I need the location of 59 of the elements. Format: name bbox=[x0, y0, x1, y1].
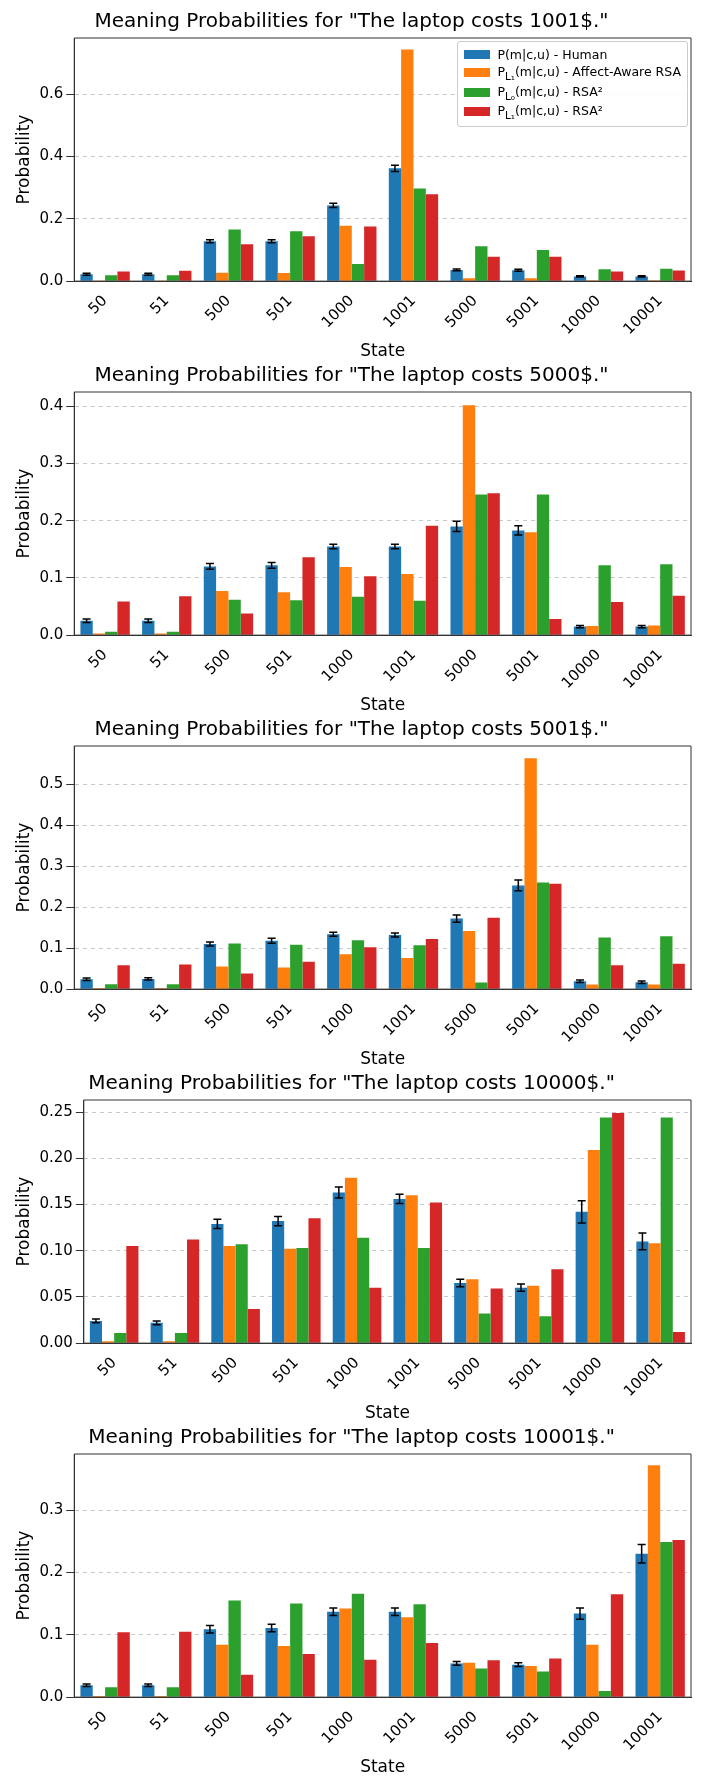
x-tick-label: 51 bbox=[146, 291, 173, 318]
y-tick-label: 0.05 bbox=[39, 1286, 73, 1305]
y-tick-label: 0.1 bbox=[39, 1624, 64, 1643]
chart-title: Meaning Probabilities for "The laptop costs 5001$." bbox=[94, 716, 609, 741]
y-axis-title: Probability bbox=[12, 1176, 33, 1267]
legend-label: P$_{L₀}$(m|c,u) - RSA² bbox=[497, 83, 603, 101]
x-tick-label: 501 bbox=[262, 645, 296, 679]
y-tick-label: 0.6 bbox=[39, 84, 64, 102]
y-tick-label: 0.25 bbox=[39, 1101, 73, 1120]
x-tick-label: 51 bbox=[146, 1707, 173, 1734]
y-axis-title: Probability bbox=[12, 114, 33, 205]
x-tick-label: 51 bbox=[146, 999, 173, 1026]
y-tick-label: 0.20 bbox=[39, 1148, 73, 1167]
y-tick-label: 0.00 bbox=[39, 1333, 73, 1352]
y-tick-label: 0.10 bbox=[39, 1240, 73, 1259]
x-axis-title: State bbox=[364, 1402, 410, 1423]
y-tick-label: 0.0 bbox=[39, 979, 64, 998]
y-tick-label: 0.4 bbox=[39, 815, 64, 834]
y-tick-label: 0.0 bbox=[39, 1687, 64, 1706]
chart-title: Meaning Probabilities for "The laptop costs 5000$." bbox=[94, 362, 609, 387]
chart-title: Meaning Probabilities for "The laptop costs 1001$." bbox=[94, 8, 609, 33]
y-axis-title: Probability bbox=[12, 822, 33, 913]
x-axis-title: State bbox=[360, 1756, 406, 1777]
legend-label: P$_{L₁}$(m|c,u) - Affect-Aware RSA bbox=[497, 64, 681, 82]
x-tick-label: 50 bbox=[84, 1707, 111, 1734]
x-tick-label: 501 bbox=[268, 1353, 302, 1387]
x-tick-label: 50 bbox=[84, 291, 111, 318]
y-tick-label: 0.0 bbox=[39, 271, 64, 290]
x-axis-title: State bbox=[360, 1048, 406, 1069]
y-tick-label: 0.0 bbox=[39, 625, 64, 644]
y-tick-label: 0.1 bbox=[39, 567, 64, 586]
legend-label: P(m|c,u) - Human bbox=[497, 47, 608, 62]
y-tick-label: 0.2 bbox=[39, 1562, 64, 1581]
y-tick-label: 0.15 bbox=[39, 1194, 73, 1213]
x-tick-label: 501 bbox=[262, 1707, 296, 1741]
y-axis-title: Probability bbox=[12, 468, 33, 559]
x-tick-label: 51 bbox=[146, 645, 173, 672]
chart-title: Meaning Probabilities for "The laptop costs 10001$." bbox=[88, 1424, 615, 1449]
x-axis-title: State bbox=[360, 694, 406, 715]
x-axis-title: State bbox=[360, 340, 406, 361]
y-tick-label: 0.1 bbox=[39, 938, 64, 957]
legend-label: P$_{L₁}$(m|c,u) - RSA² bbox=[497, 103, 603, 121]
y-tick-label: 0.2 bbox=[39, 208, 64, 227]
y-tick-label: 0.2 bbox=[39, 897, 64, 916]
y-tick-label: 0.5 bbox=[39, 774, 64, 793]
y-tick-label: 0.4 bbox=[39, 396, 64, 415]
x-tick-label: 50 bbox=[93, 1353, 120, 1380]
y-tick-label: 0.2 bbox=[39, 510, 64, 529]
x-tick-label: 501 bbox=[262, 291, 296, 325]
y-tick-label: 0.3 bbox=[39, 856, 64, 875]
chart-title: Meaning Probabilities for "The laptop costs 10000$." bbox=[88, 1070, 615, 1095]
x-tick-label: 51 bbox=[154, 1353, 181, 1380]
y-tick-label: 0.3 bbox=[39, 1500, 64, 1518]
y-tick-label: 0.4 bbox=[39, 146, 64, 165]
x-tick-label: 50 bbox=[84, 999, 111, 1026]
x-tick-label: 50 bbox=[84, 645, 111, 672]
y-tick-label: 0.3 bbox=[39, 453, 64, 472]
y-axis-title: Probability bbox=[12, 1530, 33, 1621]
x-tick-label: 501 bbox=[262, 999, 296, 1033]
